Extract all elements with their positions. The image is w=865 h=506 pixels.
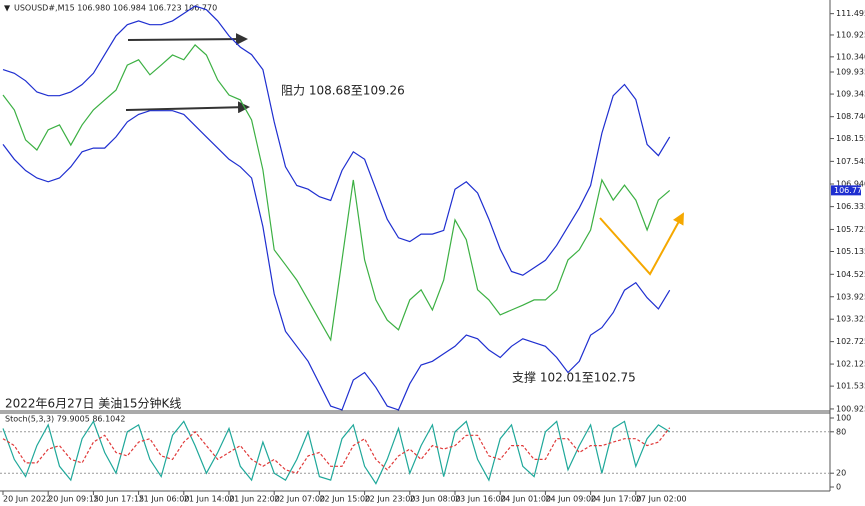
y-tick-label: 102.125 [836, 360, 865, 369]
y-tick-label: 105.725 [836, 225, 865, 234]
series-line [2, 420, 671, 485]
x-tick-label: 24 Jun 01:00 [500, 495, 551, 504]
series-line [2, 44, 671, 342]
y-tick-label: 109.345 [836, 90, 865, 99]
x-tick-label: 20 Jun 09:15 [48, 495, 99, 504]
y-tick-label: 104.525 [836, 270, 865, 279]
series-line [2, 427, 671, 474]
x-tick-label: 22 Jun 15:00 [319, 495, 370, 504]
y-tick-label: 106.335 [836, 202, 865, 211]
x-tick-label: 22 Jun 23:00 [365, 495, 416, 504]
series-line [2, 5, 671, 276]
y-tick-label: 110.925 [836, 30, 865, 39]
x-tick-label: 27 Jun 02:00 [636, 495, 687, 504]
x-tick-label: 23 Jun 16:00 [455, 495, 506, 504]
y-tick-label: 105.135 [836, 247, 865, 256]
last-price-label: 106.770 [834, 186, 865, 195]
chart-title: USOUSD#,M15 106.980 106.984 106.723 106.… [14, 4, 217, 13]
y-tick-label: 100 [836, 414, 851, 423]
resistance-arrow [125, 101, 250, 114]
y-tick-label: 108.155 [836, 134, 865, 143]
annotation: 2022年6月27日 美油15分钟K线 [5, 396, 181, 411]
y-tick-label: 103.325 [836, 315, 865, 324]
y-tick-label: 80 [836, 427, 846, 436]
y-tick-label: 106.940 [836, 179, 865, 188]
resistance-arrow [127, 33, 248, 46]
annotation: 支撑 102.01至102.75 [512, 370, 636, 385]
stoch-title: Stoch(5,3,3) 79.9005 86.1042 [5, 415, 125, 424]
y-tick-label: 102.725 [836, 337, 865, 346]
trend-arrow [599, 212, 684, 276]
x-tick-label: 24 Jun 17:00 [591, 495, 642, 504]
x-tick-label: 20 Jun 2022 [3, 495, 51, 504]
y-tick-label: 0 [836, 483, 841, 492]
symbol-marker: ▼ [4, 4, 11, 13]
y-tick-label: 110.340 [836, 52, 865, 61]
x-tick-label: 21 Jun 06:00 [139, 495, 190, 504]
y-tick-label: 20 [836, 469, 846, 478]
x-tick-label: 21 Jun 22:00 [229, 495, 280, 504]
x-tick-label: 21 Jun 14:00 [184, 495, 235, 504]
y-tick-label: 107.545 [836, 157, 865, 166]
y-tick-label: 111.495 [836, 9, 865, 18]
y-tick-label: 109.935 [836, 67, 865, 76]
x-tick-label: 24 Jun 09:00 [545, 495, 596, 504]
x-tick-label: 20 Jun 17:15 [93, 495, 144, 504]
x-tick-label: 22 Jun 07:00 [274, 495, 325, 504]
y-tick-label: 103.925 [836, 292, 865, 301]
y-tick-label: 108.740 [836, 112, 865, 121]
annotation: 阻力 108.68至109.26 [281, 84, 405, 98]
y-tick-label: 100.925 [836, 404, 865, 413]
x-tick-label: 23 Jun 08:00 [410, 495, 461, 504]
series-line [2, 110, 671, 411]
last-price-tag [831, 185, 861, 196]
y-tick-label: 101.535 [836, 382, 865, 391]
